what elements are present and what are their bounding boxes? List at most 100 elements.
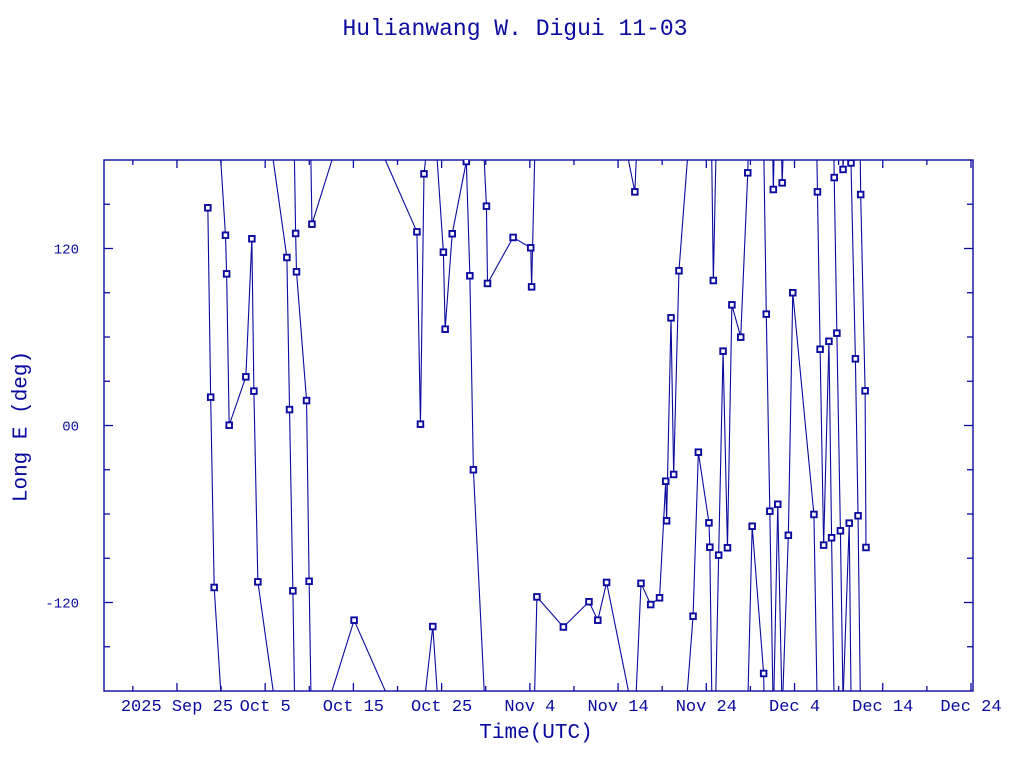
data-point — [291, 229, 300, 238]
data-point — [441, 325, 449, 333]
data-point — [413, 228, 421, 236]
data-point — [736, 333, 745, 341]
data-point — [694, 448, 703, 456]
data-point — [221, 231, 230, 239]
data-point — [350, 616, 358, 624]
data-point — [469, 466, 478, 474]
plot-frame — [103, 159, 974, 692]
x-tick-labels: 2025 Sep 25 Oct 5 Oct 15 Oct 25 Nov 4 Nov 14 N… — [121, 698, 1002, 717]
data-point — [483, 279, 492, 288]
data-point — [769, 185, 778, 194]
data-point — [759, 669, 768, 678]
data-point — [283, 253, 291, 262]
data-point — [816, 345, 824, 353]
data-point — [420, 170, 428, 178]
data-point — [810, 510, 818, 519]
data-point — [830, 173, 838, 182]
data-point — [778, 179, 786, 187]
data-point — [661, 477, 670, 486]
plot-title: Hulianwang W. Digui 11-03 — [342, 16, 688, 42]
data-point — [585, 598, 593, 606]
data-point — [748, 522, 756, 530]
x-tick-label: Nov 24 — [676, 698, 737, 717]
longitude-track-line — [207, 160, 867, 691]
data-point — [222, 270, 231, 278]
data-point — [706, 543, 714, 551]
data-point — [819, 541, 828, 549]
x-tick-label: Dec 24 — [940, 698, 1001, 717]
data-point — [723, 544, 732, 552]
data-point — [631, 188, 639, 196]
x-tick-label: Dec 4 — [769, 698, 820, 717]
x-tick-label: 2025 Sep 25 — [121, 698, 233, 717]
data-point — [462, 160, 471, 166]
axis-ticks — [104, 160, 973, 691]
data-point — [766, 507, 774, 515]
data-point — [646, 600, 655, 609]
data-point — [526, 244, 535, 252]
data-point — [594, 616, 602, 624]
data-point-markers — [204, 160, 870, 678]
data-point — [416, 420, 425, 428]
data-point — [833, 329, 841, 337]
data-point — [854, 512, 862, 520]
data-point — [302, 396, 311, 405]
data-point — [206, 393, 215, 401]
data-point — [655, 594, 664, 602]
data-point — [250, 387, 258, 395]
data-point — [847, 160, 855, 167]
data-point — [308, 220, 316, 228]
data-point — [248, 235, 256, 243]
y-tick-label: 00 — [62, 420, 79, 436]
data-point — [689, 612, 697, 620]
data-point — [709, 276, 718, 285]
y-tick-labels: 120 00 -120 — [45, 243, 79, 613]
data-point — [305, 577, 313, 586]
data-point — [813, 188, 822, 196]
data-point — [827, 533, 836, 542]
data-point — [285, 405, 294, 414]
data-point — [466, 272, 474, 280]
data-point — [225, 421, 233, 429]
data-point — [861, 387, 869, 395]
x-tick-label: Nov 14 — [587, 698, 648, 717]
data-point — [774, 500, 782, 509]
data-point — [204, 204, 212, 212]
data-point — [825, 337, 833, 346]
data-point — [559, 623, 568, 631]
x-tick-label: Dec 14 — [852, 698, 913, 717]
data-point — [845, 519, 853, 527]
data-point — [439, 248, 448, 256]
data-point — [289, 587, 297, 595]
data-point — [429, 622, 437, 631]
x-tick-label: Oct 5 — [240, 698, 291, 717]
data-point — [210, 583, 218, 592]
x-tick-label: Oct 15 — [323, 698, 384, 717]
data-point — [533, 593, 541, 601]
y-axis-label: Long E (deg) — [10, 350, 34, 503]
data-point — [705, 519, 713, 527]
data-point — [509, 233, 517, 242]
data-point — [675, 267, 683, 275]
x-axis-label: Time(UTC) — [479, 722, 593, 745]
data-point — [714, 551, 723, 559]
data-point — [667, 314, 675, 322]
data-point — [784, 531, 793, 539]
data-point — [669, 470, 678, 479]
data-point — [836, 527, 845, 535]
x-tick-label: Nov 4 — [504, 698, 555, 717]
data-point — [719, 347, 727, 355]
y-tick-label: 120 — [54, 243, 79, 259]
data-point — [662, 517, 671, 525]
data-point — [728, 301, 736, 309]
data-point — [292, 268, 301, 276]
data-point — [839, 165, 847, 174]
data-point — [254, 578, 262, 586]
data-point — [789, 289, 797, 297]
data-point — [527, 283, 536, 291]
data-point — [448, 229, 456, 238]
data-point — [856, 190, 865, 199]
data-point — [242, 373, 250, 381]
